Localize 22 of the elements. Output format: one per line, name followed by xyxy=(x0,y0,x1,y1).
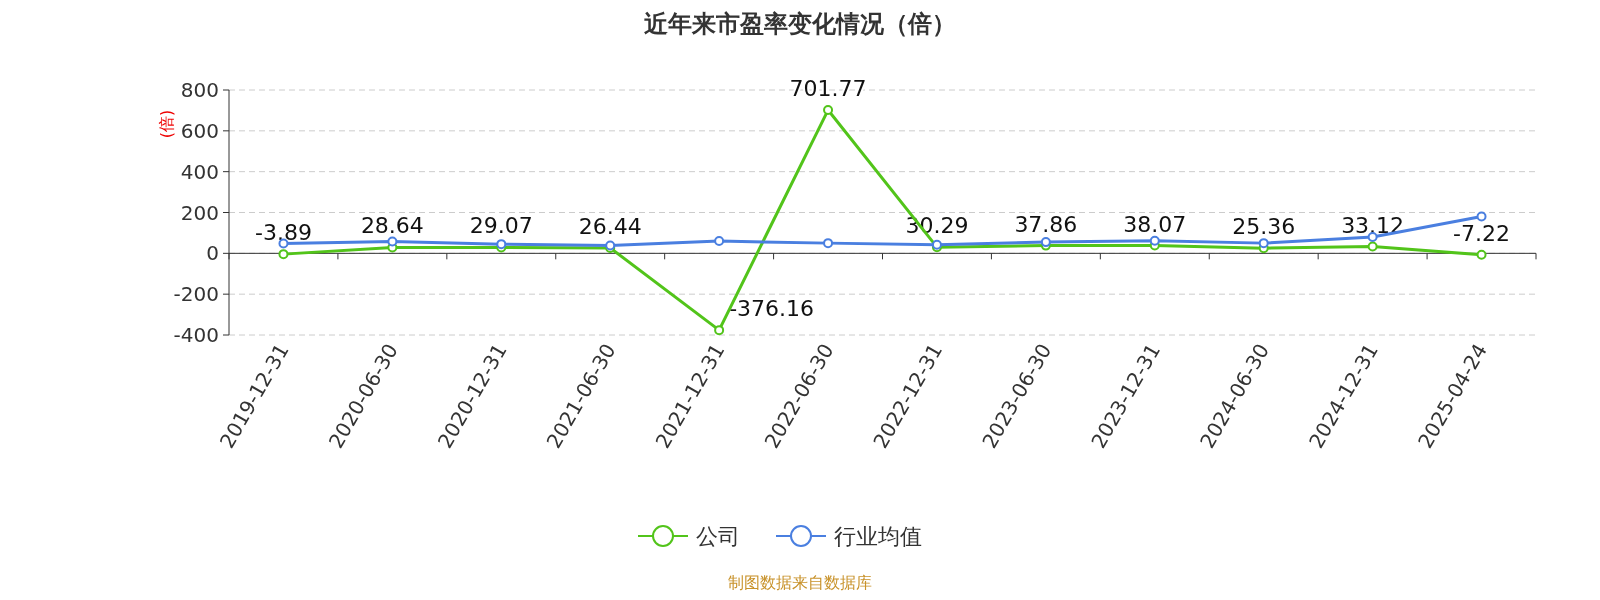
y-tick-label: -200 xyxy=(173,282,219,307)
y-tick-label: 400 xyxy=(180,159,219,184)
legend-label: 行业均值 xyxy=(834,524,922,549)
y-tick-label: 0 xyxy=(206,241,219,266)
y-tick-label: -400 xyxy=(173,323,219,347)
data-label: 26.44 xyxy=(578,213,642,239)
data-label: 25.36 xyxy=(1232,214,1296,240)
data-label: 28.64 xyxy=(360,213,424,239)
data-label: 29.07 xyxy=(469,213,533,239)
text: 制图数据来自数据库 xyxy=(728,573,872,592)
data-label: -376.16 xyxy=(729,296,815,322)
data-label: 37.86 xyxy=(1014,211,1078,237)
y-tick-label: 800 xyxy=(180,78,219,102)
y-axis-title: (倍) xyxy=(157,109,176,139)
data-label: 38.07 xyxy=(1123,211,1187,237)
data-label: 701.77 xyxy=(789,76,867,102)
y-tick-label: 600 xyxy=(180,118,219,143)
data-label: -7.22 xyxy=(1453,220,1511,246)
chart-title: 近年来市盈率变化情况（倍） xyxy=(644,10,956,38)
y-tick-label: 200 xyxy=(180,200,219,225)
legend-label: 公司 xyxy=(696,524,740,549)
data-label: -3.89 xyxy=(254,220,312,246)
